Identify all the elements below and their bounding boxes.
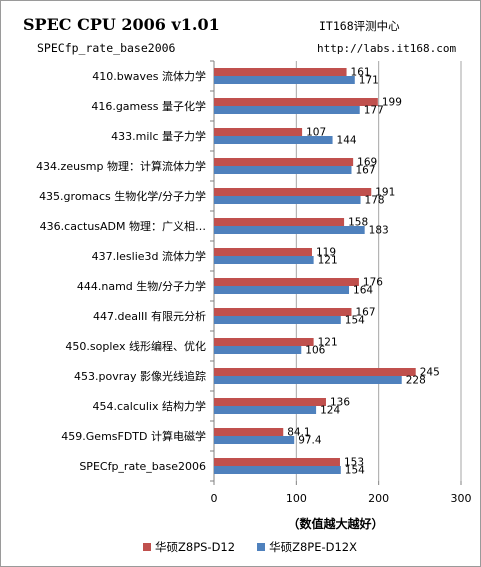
- data-label: 183: [369, 225, 389, 237]
- data-label: 121: [318, 337, 338, 349]
- x-tick-label: 200: [368, 492, 389, 505]
- data-label: 228: [406, 375, 426, 387]
- data-label: 97.4: [298, 435, 322, 447]
- data-label: 136: [330, 397, 350, 409]
- data-label: 169: [357, 157, 377, 169]
- legend-item-series-1: 华硕Z8PS-D12: [143, 539, 235, 555]
- data-label: 167: [355, 307, 375, 319]
- chart-title: SPEC CPU 2006 v1.01: [23, 15, 220, 34]
- data-label: 199: [382, 97, 402, 109]
- bar-series-1: [214, 188, 372, 196]
- bar-series-1: [214, 128, 303, 136]
- bar-series-1: [214, 68, 347, 76]
- data-label: 164: [353, 285, 373, 297]
- bar-series-1: [214, 278, 359, 286]
- bar-series-1: [214, 98, 378, 106]
- category-label: 433.milc 量子力学: [111, 129, 206, 143]
- legend-swatch-series-2: [257, 543, 266, 551]
- data-label: 144: [337, 135, 357, 147]
- bar-series-2: [214, 76, 355, 84]
- data-label: 171: [359, 75, 379, 87]
- bar-series-1: [214, 308, 352, 316]
- data-label: 154: [345, 465, 365, 477]
- category-label: SPECfp_rate_base2006: [79, 460, 206, 473]
- data-label: 84.1: [287, 427, 310, 439]
- category-label: 434.zeusmp 物理：计算流体力学: [36, 159, 206, 173]
- data-label: 245: [420, 367, 440, 379]
- legend-item-series-2: 华硕Z8PE-D12X: [257, 539, 357, 555]
- bar-series-2: [214, 466, 341, 474]
- legend: 华硕Z8PS-D12 华硕Z8PE-D12X: [143, 539, 379, 555]
- bar-series-2: [214, 196, 361, 204]
- bar-series-2: [214, 256, 314, 264]
- category-label: 416.gamess 量子化学: [91, 99, 206, 113]
- data-label: 153: [344, 457, 364, 469]
- category-label: 435.gromacs 生物化学/分子力学: [39, 189, 206, 203]
- data-label: 154: [345, 315, 365, 327]
- bar-series-1: [214, 218, 345, 226]
- data-label: 176: [363, 277, 383, 289]
- data-label: 107: [306, 127, 326, 139]
- data-label: 121: [318, 255, 338, 267]
- bar-series-1: [214, 398, 326, 406]
- source-name: IT168评测中心: [319, 19, 400, 33]
- x-tick-label: 0: [211, 492, 218, 505]
- bar-series-1: [214, 368, 416, 376]
- bar-series-1: [214, 248, 312, 256]
- bar-series-1: [214, 458, 340, 466]
- bar-series-1: [214, 428, 284, 436]
- x-tick-label: 100: [286, 492, 307, 505]
- bar-series-2: [214, 436, 295, 444]
- data-label: 124: [320, 405, 340, 417]
- bar-series-2: [214, 346, 302, 354]
- bar-series-2: [214, 136, 333, 144]
- legend-label-series-2: 华硕Z8PE-D12X: [269, 540, 357, 554]
- x-axis-title: （数值越大越好）: [287, 516, 383, 531]
- data-label: 106: [305, 345, 325, 357]
- category-label: 436.cactusADM 物理：广义相…: [40, 219, 206, 233]
- legend-label-series-1: 华硕Z8PS-D12: [155, 540, 236, 554]
- category-label: 454.calculix 结构力学: [93, 399, 206, 413]
- category-label: 459.GemsFDTD 计算电磁学: [61, 429, 206, 443]
- bar-series-2: [214, 286, 350, 294]
- data-label: 161: [351, 67, 371, 79]
- bar-series-2: [214, 166, 352, 174]
- bar-series-2: [214, 376, 402, 384]
- legend-swatch-series-1: [143, 543, 151, 551]
- data-label: 158: [348, 217, 368, 229]
- category-label: 410.bwaves 流体力学: [92, 69, 206, 83]
- category-label: 450.soplex 线形编程、优化: [65, 339, 206, 353]
- data-label: 177: [364, 105, 384, 117]
- data-label: 167: [355, 165, 375, 177]
- bar-series-2: [214, 316, 341, 324]
- chart-subtitle: SPECfp_rate_base2006: [37, 41, 176, 55]
- x-tick-label: 300: [451, 492, 472, 505]
- bar-series-2: [214, 406, 317, 414]
- category-label: 447.dealII 有限元分析: [93, 309, 206, 323]
- data-label: 119: [316, 247, 336, 259]
- bar-series-2: [214, 106, 360, 114]
- bar-series-2: [214, 226, 365, 234]
- bar-series-1: [214, 158, 354, 166]
- category-label: 437.leslie3d 流体力学: [92, 249, 206, 263]
- source-url: http://labs.it168.com: [317, 42, 457, 55]
- data-label: 191: [375, 187, 395, 199]
- data-label: 178: [365, 195, 385, 207]
- category-label: 453.povray 影像光线追踪: [74, 369, 206, 383]
- category-label: 444.namd 生物/分子力学: [77, 279, 206, 293]
- bar-series-1: [214, 338, 314, 346]
